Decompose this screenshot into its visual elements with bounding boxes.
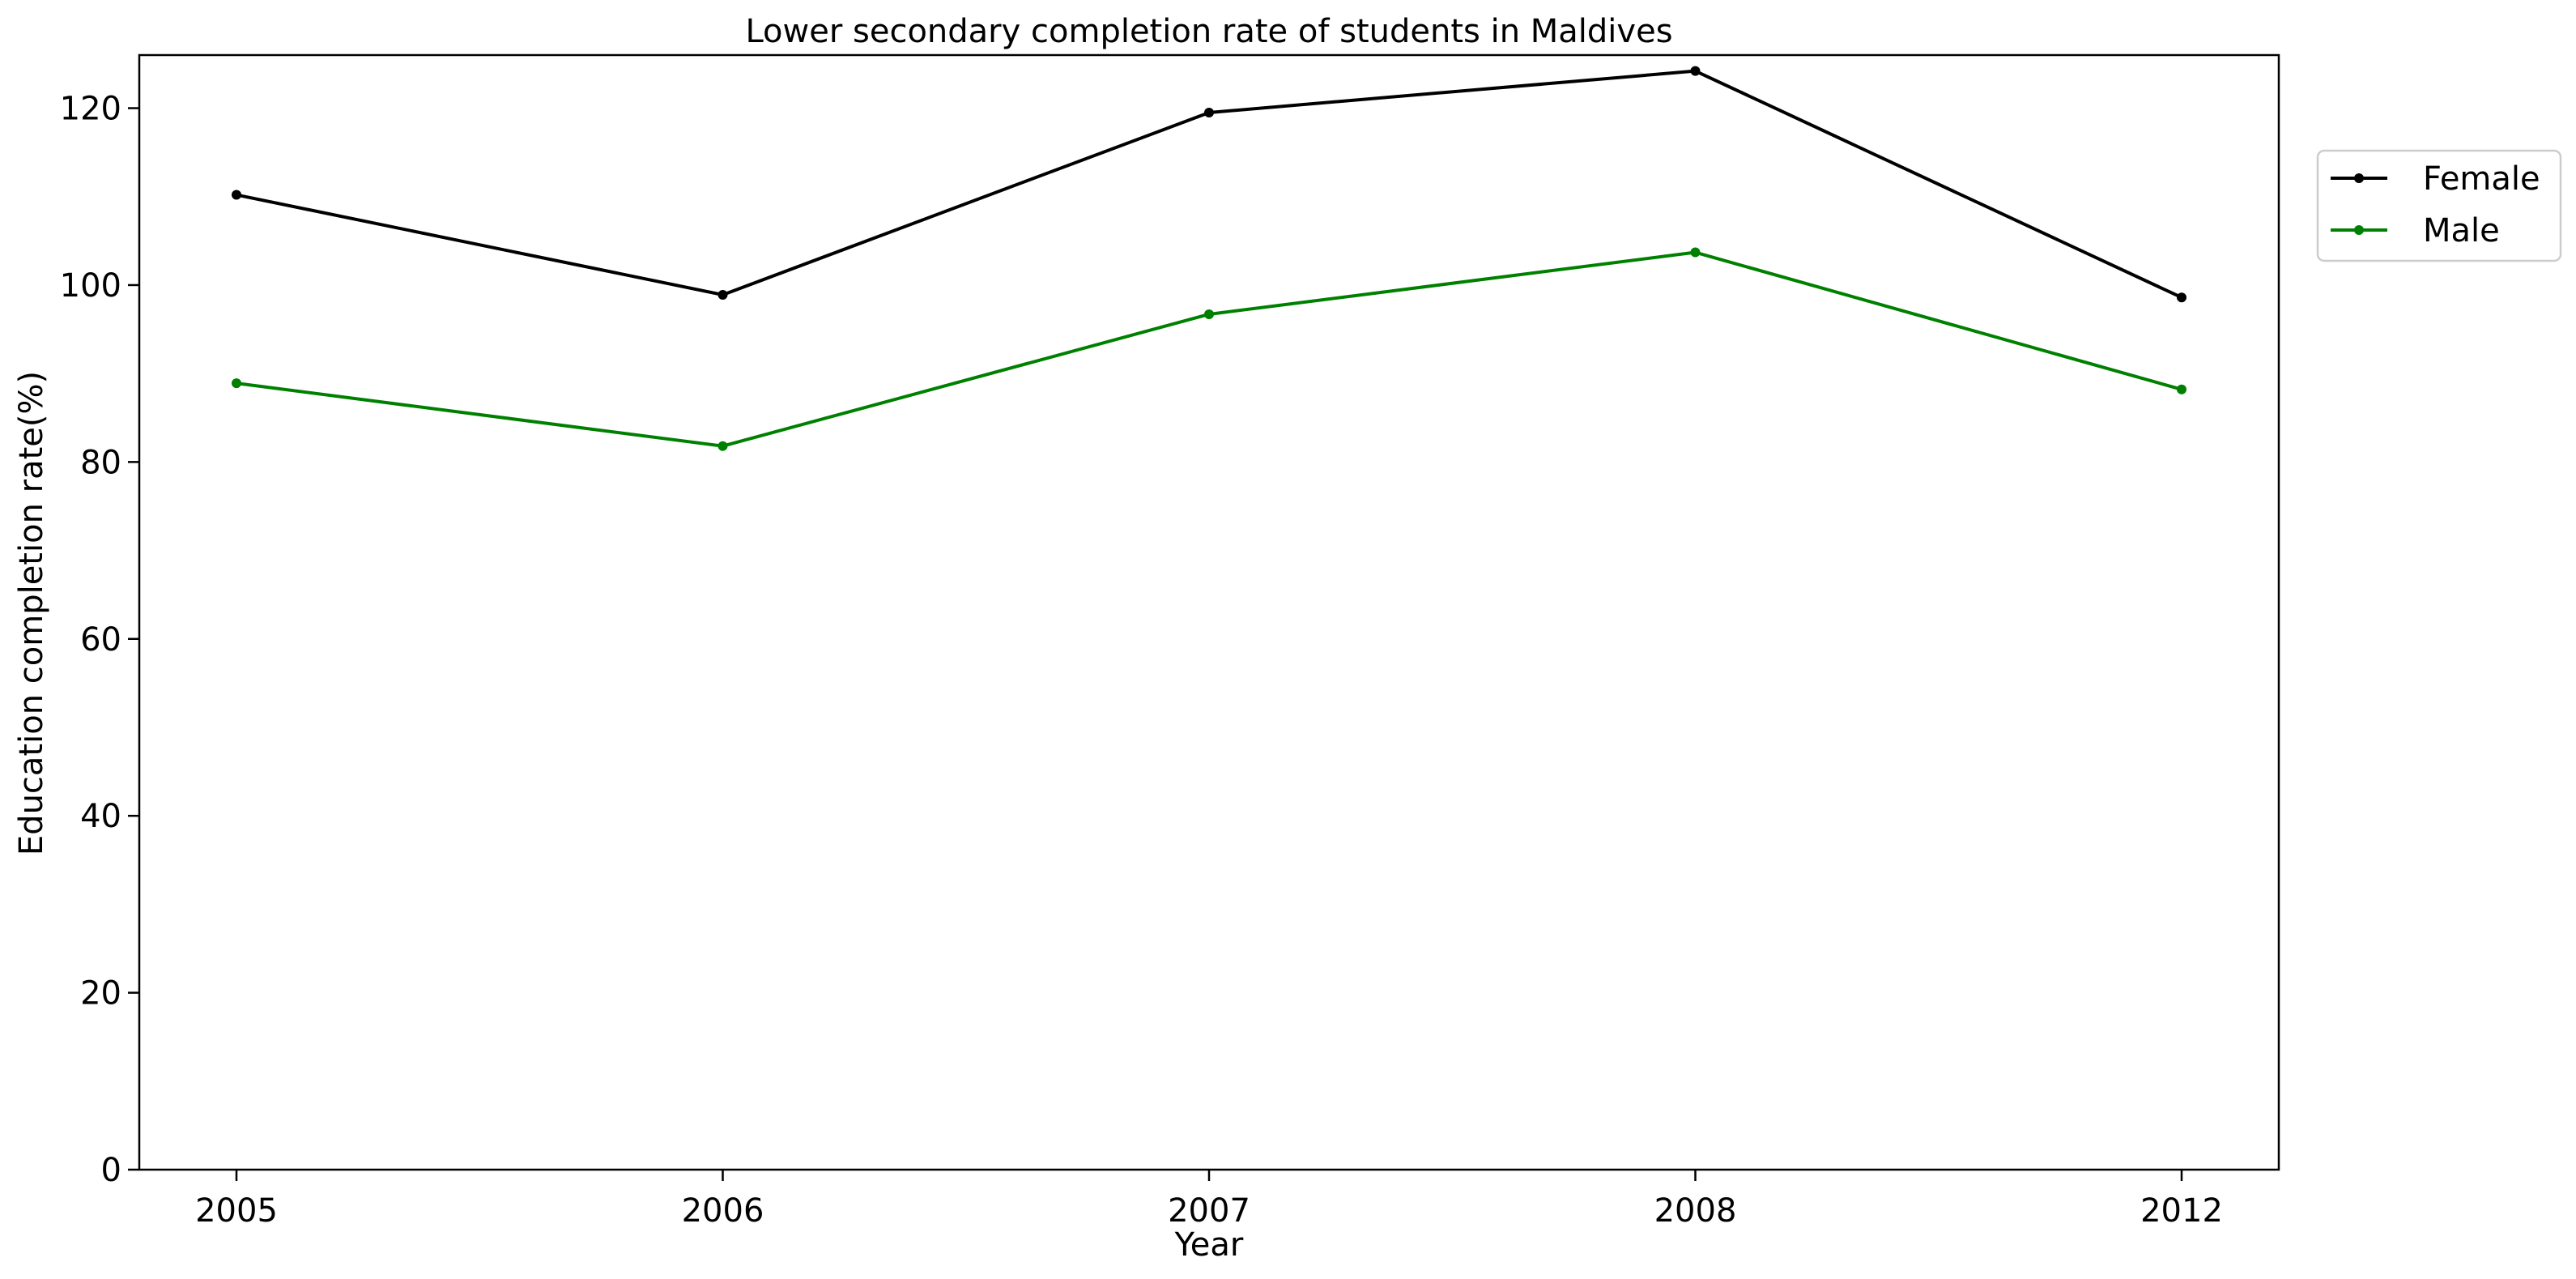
- data-point-male: [232, 378, 241, 389]
- x-tick-label: 2006: [682, 1192, 764, 1230]
- data-point-male: [1204, 309, 1214, 319]
- legend-label-female: Female: [2423, 160, 2540, 198]
- data-point-male: [717, 441, 728, 451]
- y-axis: 0 20 40 60 80 100 120: [60, 91, 139, 1189]
- series-layer: [232, 66, 2186, 451]
- y-tick-label: 120: [60, 91, 121, 128]
- chart-title: Lower secondary completion rate of stude…: [745, 13, 1672, 50]
- legend-label-male: Male: [2423, 212, 2500, 249]
- data-point-female: [1690, 66, 1701, 76]
- y-tick-label: 20: [80, 975, 121, 1013]
- data-point-female: [717, 289, 728, 300]
- x-tick-label: 2008: [1654, 1192, 1737, 1230]
- data-point-female: [2177, 292, 2186, 303]
- legend-marker-male: [2354, 225, 2364, 235]
- data-point-female: [232, 190, 241, 200]
- y-axis-label: Education completion rate(%): [13, 371, 50, 855]
- legend-marker-female: [2354, 173, 2364, 183]
- x-tick-label: 2012: [2140, 1192, 2223, 1230]
- y-tick-label: 60: [80, 621, 121, 659]
- x-axis-label: Year: [1174, 1226, 1244, 1264]
- x-tick-label: 2007: [1168, 1192, 1250, 1230]
- legend: Female Male: [2316, 149, 2562, 262]
- data-point-male: [2177, 384, 2186, 394]
- data-point-female: [1204, 107, 1214, 117]
- y-tick-label: 40: [80, 798, 121, 835]
- y-tick-label: 100: [60, 267, 121, 305]
- y-tick-label: 80: [80, 444, 121, 481]
- x-tick-label: 2005: [195, 1192, 278, 1230]
- x-axis: 2005 2006 2007 2008 2012: [195, 1170, 2223, 1230]
- data-point-male: [1690, 247, 1701, 258]
- y-tick-label: 0: [101, 1152, 121, 1189]
